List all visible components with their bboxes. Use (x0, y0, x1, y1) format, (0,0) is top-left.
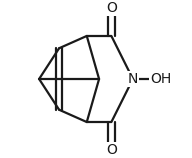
Text: OH: OH (150, 72, 171, 86)
Text: O: O (106, 143, 117, 157)
Text: O: O (106, 1, 117, 15)
Text: N: N (128, 72, 138, 86)
